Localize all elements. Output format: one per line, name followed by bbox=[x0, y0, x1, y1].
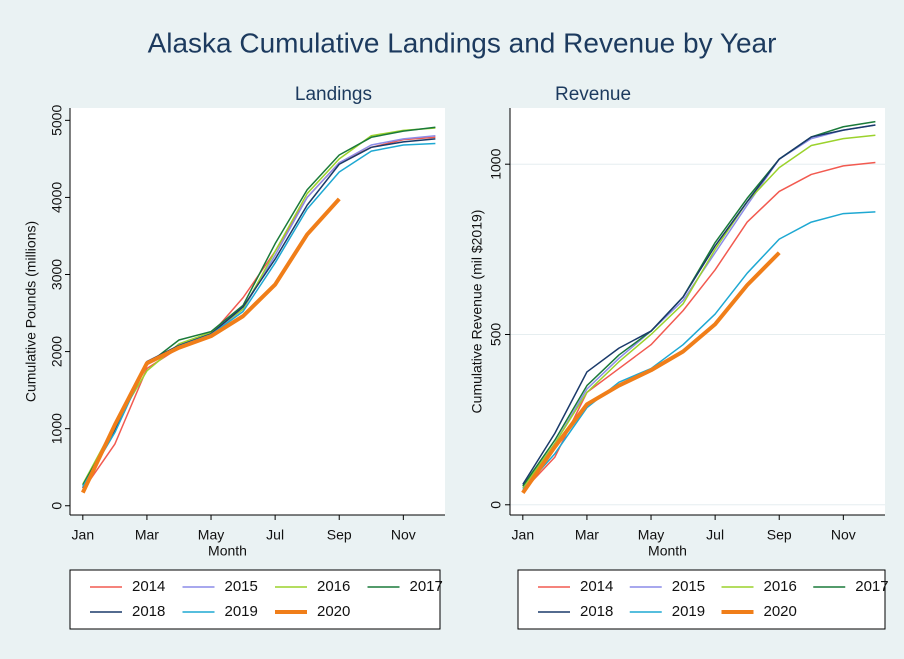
x-axis-label: Month bbox=[648, 543, 687, 559]
x-tick-label: Mar bbox=[135, 527, 159, 543]
x-tick-label: Jan bbox=[72, 527, 95, 543]
x-tick-label: May bbox=[198, 527, 224, 543]
y-tick-label: 1000 bbox=[49, 413, 65, 444]
panel-title: Landings bbox=[295, 84, 372, 105]
series-line bbox=[521, 251, 781, 495]
y-tick-label: 0 bbox=[49, 502, 65, 510]
series-line bbox=[522, 134, 876, 489]
y-axis-label: Cumulative Revenue (mil $2019) bbox=[469, 210, 485, 414]
chart-title: Alaska Cumulative Landings and Revenue b… bbox=[148, 27, 777, 58]
legend-box bbox=[69, 569, 441, 630]
legend-label: 2016 bbox=[317, 578, 350, 595]
x-tick-label: Nov bbox=[831, 527, 856, 543]
legend-label: 2016 bbox=[764, 578, 797, 595]
y-tick-label: 1000 bbox=[488, 148, 504, 179]
x-tick-label: Jan bbox=[512, 527, 535, 543]
legend-label: 2017 bbox=[855, 578, 888, 595]
x-tick-label: Mar bbox=[575, 527, 599, 543]
legend-label: 2019 bbox=[672, 603, 705, 620]
y-tick-label: 0 bbox=[488, 501, 504, 509]
panel-title: Revenue bbox=[555, 84, 631, 105]
legend-label: 2018 bbox=[132, 603, 165, 620]
x-tick-label: Jul bbox=[266, 527, 284, 543]
series-line bbox=[522, 161, 876, 492]
y-tick-label: 2000 bbox=[49, 336, 65, 367]
x-tick-label: Sep bbox=[327, 527, 352, 543]
legend-label: 2018 bbox=[580, 603, 613, 620]
y-tick-label: 3000 bbox=[49, 259, 65, 290]
x-tick-label: Jul bbox=[706, 527, 724, 543]
plot-area bbox=[70, 108, 445, 515]
series-line bbox=[82, 127, 436, 485]
y-tick-label: 5000 bbox=[49, 105, 65, 136]
x-tick-label: Sep bbox=[767, 527, 792, 543]
legend-label: 2014 bbox=[132, 578, 165, 595]
x-tick-label: May bbox=[638, 527, 664, 543]
legend-label: 2020 bbox=[317, 603, 350, 620]
series-line bbox=[81, 197, 341, 494]
plot-area bbox=[510, 108, 885, 515]
y-axis-label: Cumulative Pounds (millions) bbox=[23, 221, 39, 402]
legend-label: 2015 bbox=[672, 578, 705, 595]
series-line bbox=[522, 211, 876, 490]
legend-box bbox=[517, 569, 886, 630]
legend-label: 2017 bbox=[410, 578, 443, 595]
y-tick-label: 4000 bbox=[49, 182, 65, 213]
legend-label: 2019 bbox=[225, 603, 258, 620]
legend-label: 2014 bbox=[580, 578, 613, 595]
x-tick-label: Nov bbox=[391, 527, 416, 543]
legend-label: 2020 bbox=[764, 603, 797, 620]
series-line bbox=[522, 124, 876, 485]
y-tick-label: 500 bbox=[488, 323, 504, 347]
x-axis-label: Month bbox=[208, 543, 247, 559]
legend-label: 2015 bbox=[225, 578, 258, 595]
